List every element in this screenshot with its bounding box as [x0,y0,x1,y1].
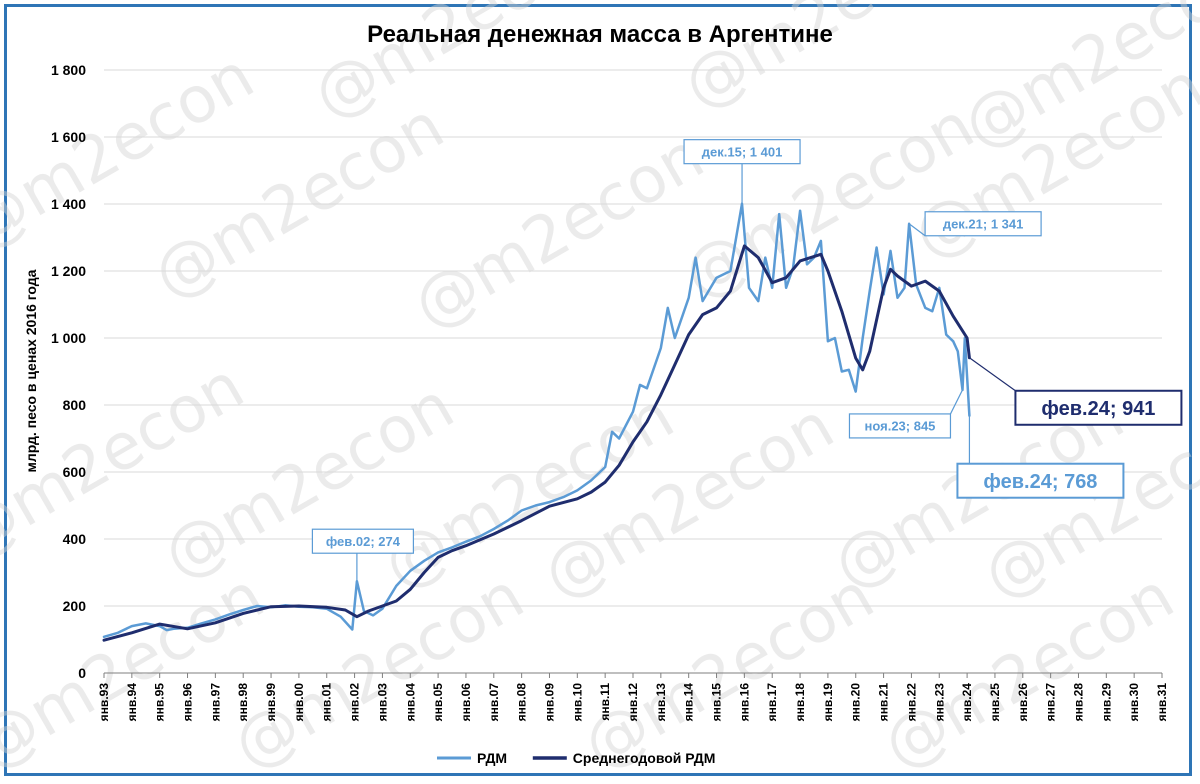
annotation-label: дек.21; 1 341 [943,216,1024,231]
x-tick-label: янв.23 [932,683,946,722]
chart-title: Реальная денежная масса в Аргентине [367,21,833,48]
x-tick-label: янв.18 [793,683,807,722]
x-tick-label: янв.04 [403,683,417,722]
annotation-leader [949,389,964,415]
x-tick-label: янв.31 [1155,683,1169,722]
x-tick-label: янв.00 [292,683,306,722]
watermark-text: @m2econ [0,559,276,784]
x-tick-label: янв.10 [570,683,584,722]
y-tick-label: 1 200 [51,263,86,279]
x-tick-label: янв.03 [375,683,389,722]
x-tick-label: янв.06 [459,683,473,722]
x-tick-label: янв.29 [1099,683,1113,722]
x-tick-label: янв.95 [153,683,167,722]
annotation-box [1014,389,1183,426]
annotation-box [956,462,1125,499]
legend-item-rdm: РДМ [437,750,507,766]
x-tick-label: янв.08 [515,683,529,722]
y-tick-label: 1 000 [51,330,86,346]
y-tick-label: 400 [63,531,87,547]
x-tick-label: янв.26 [1016,683,1030,722]
x-tick-label: янв.97 [208,683,222,722]
legend-label: Среднегодовой РДМ [573,750,716,766]
x-tick-label: янв.98 [236,683,250,722]
annotation-callout: фев.02; 274 [311,528,414,582]
x-tick-label: янв.07 [487,683,501,722]
x-tick-label: янв.93 [97,683,111,722]
x-tick-label: янв.05 [431,683,445,722]
x-tick-label: янв.96 [181,683,195,722]
y-tick-label: 200 [63,598,87,614]
annotation-callout: фев.24; 941 [969,357,1183,426]
grid-lines [104,69,1162,607]
x-tick-label: янв.99 [264,683,278,722]
x-tick-label: янв.11 [598,683,612,721]
y-tick-label: 600 [63,464,87,480]
x-tick-label: янв.14 [682,683,696,722]
series-layer [102,202,971,642]
x-tick-label: янв.94 [125,683,139,722]
x-tick-label: янв.09 [542,683,556,722]
series-line-avg-rdm [102,244,971,642]
annotation-label: дек.15; 1 401 [702,144,783,159]
x-tick-label: янв.27 [1044,683,1058,722]
x-axis-ticks: янв.93 янв.94 янв.95 янв.96 янв.97 янв.98 янв.… [97,673,1169,721]
x-tick-label: янв.21 [877,683,891,722]
annotation-layer: фев.02; 274 дек.15; 1 401 дек.21; 1 341 ноя… [311,139,1183,582]
x-tick-label: янв.19 [821,683,835,722]
annotation-callout: дек.15; 1 401 [683,139,801,204]
x-tick-label: янв.12 [626,683,640,722]
annotation-leader [908,223,926,237]
annotation-label: фев.24; 768 [983,471,1097,493]
x-tick-label: янв.22 [904,683,918,722]
legend-label: РДМ [477,750,507,766]
y-axis-label: млрд. песо в ценах 2016 года [23,269,39,472]
annotation-label: ноя.23; 845 [865,419,936,434]
annotation-callout: дек.21; 1 341 [908,211,1042,237]
annotation-box [848,413,952,439]
legend-item-avg-rdm: Среднегодовой РДМ [532,750,716,766]
x-tick-label: янв.01 [320,683,334,722]
legend: РДМ Среднегодовой РДМ [437,750,715,766]
x-tick-label: янв.25 [988,683,1002,722]
x-tick-label: янв.24 [960,683,974,722]
y-tick-label: 1 600 [51,129,86,145]
y-tick-label: 0 [78,665,86,681]
annotation-box [683,139,801,165]
chart-frame [4,4,1192,776]
y-axis-ticks: 0 200 400 600 800 1 000 1 200 1 400 1 600 1 800 [51,62,86,681]
annotation-callout: фев.24; 768 [956,415,1125,499]
annotation-label: фев.02; 274 [326,534,401,549]
x-tick-label: янв.28 [1071,683,1085,722]
x-tick-label: янв.30 [1127,683,1141,722]
y-tick-label: 1 800 [51,62,86,78]
annotation-box [924,211,1042,237]
annotation-box [311,528,414,554]
annotation-leader [969,357,1016,392]
annotation-callout: ноя.23; 845 [848,389,964,439]
y-tick-label: 1 400 [51,196,86,212]
annotation-label: фев.24; 941 [1041,398,1155,420]
x-tick-label: янв.13 [654,683,668,722]
x-tick-label: янв.16 [737,683,751,722]
y-tick-label: 800 [63,397,87,413]
x-tick-label: янв.20 [849,683,863,722]
x-tick-label: янв.02 [348,683,362,722]
x-tick-label: янв.17 [765,683,779,722]
x-tick-label: янв.15 [710,683,724,722]
